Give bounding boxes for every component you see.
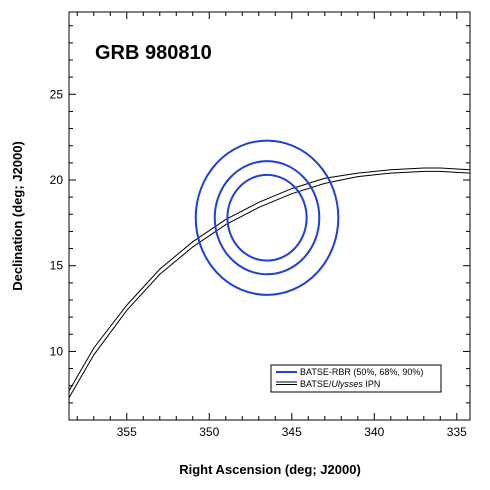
x-tick-label: 340 — [364, 425, 384, 439]
error-circle-50pct — [226, 173, 308, 262]
legend-label-ipn-suffix: IPN — [363, 379, 381, 389]
ipn-annulus-edge-2 — [69, 167, 470, 392]
legend-label-batse-rbr: BATSE-RBR (50%, 68%, 90%) — [300, 367, 423, 377]
legend-label-ipn-italic: Ulysses — [331, 379, 363, 389]
legend-label-ipn: BATSE/Ulysses IPN — [300, 379, 380, 389]
x-tick-label: 355 — [117, 425, 137, 439]
x-tick-label: 345 — [282, 425, 302, 439]
batse-error-circles — [194, 139, 340, 296]
chart-title: GRB 980810 — [95, 42, 212, 64]
y-tick-label: 25 — [50, 87, 64, 101]
legend-label-ipn-prefix: BATSE/ — [300, 379, 332, 389]
x-axis-label: Right Ascension (deg; J2000) — [179, 462, 361, 477]
x-tick-label: 350 — [199, 425, 219, 439]
y-tick-label: 15 — [50, 259, 64, 273]
plot-frame — [68, 11, 471, 421]
y-axis-label: Declination (deg; J2000) — [10, 141, 25, 291]
y-tick-label: 10 — [50, 344, 64, 358]
y-tick-label: 20 — [50, 173, 64, 187]
x-tick-label: 335 — [447, 425, 467, 439]
error-circle-68pct — [213, 160, 321, 276]
y-axis: 10 15 20 25 — [50, 25, 470, 421]
ipn-annulus — [69, 167, 470, 398]
legend: BATSE-RBR (50%, 68%, 90%) BATSE/Ulysses … — [270, 364, 442, 393]
error-circle-90pct — [194, 139, 340, 296]
ipn-annulus-edge-1 — [69, 170, 470, 398]
legend-box — [270, 364, 442, 393]
x-axis: 355 350 345 340 335 — [76, 12, 467, 439]
